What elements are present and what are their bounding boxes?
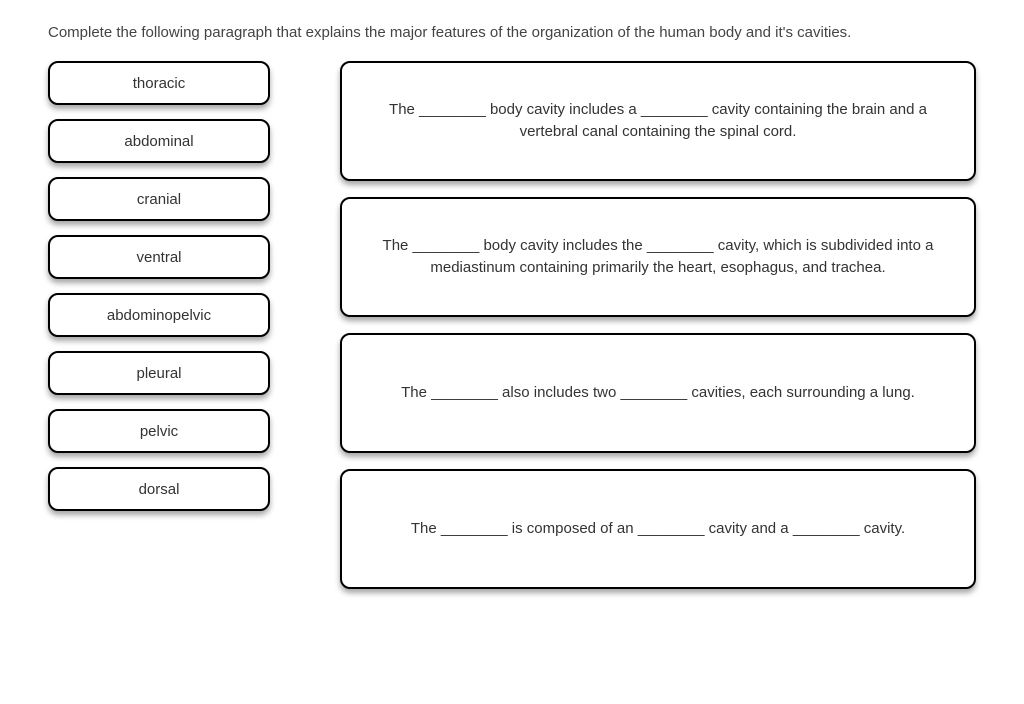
drop-text: The ________ body cavity includes the __… [366, 235, 950, 279]
instruction-text: Complete the following paragraph that ex… [48, 24, 976, 41]
drop-target-2[interactable]: The ________ body cavity includes the __… [340, 197, 976, 317]
drop-text: The ________ body cavity includes a ____… [366, 99, 950, 143]
terms-column: thoracic abdominal cranial ventral abdom… [48, 61, 270, 589]
drop-target-3[interactable]: The ________ also includes two ________ … [340, 333, 976, 453]
term-card-abdominopelvic[interactable]: abdominopelvic [48, 293, 270, 337]
drop-text: The ________ also includes two ________ … [401, 382, 915, 404]
term-card-abdominal[interactable]: abdominal [48, 119, 270, 163]
content-row: thoracic abdominal cranial ventral abdom… [48, 61, 976, 589]
term-card-pleural[interactable]: pleural [48, 351, 270, 395]
term-card-ventral[interactable]: ventral [48, 235, 270, 279]
drop-target-1[interactable]: The ________ body cavity includes a ____… [340, 61, 976, 181]
term-card-pelvic[interactable]: pelvic [48, 409, 270, 453]
drop-target-4[interactable]: The ________ is composed of an ________ … [340, 469, 976, 589]
drop-text: The ________ is composed of an ________ … [411, 518, 905, 540]
drops-column: The ________ body cavity includes a ____… [340, 61, 976, 589]
term-card-cranial[interactable]: cranial [48, 177, 270, 221]
term-card-thoracic[interactable]: thoracic [48, 61, 270, 105]
term-card-dorsal[interactable]: dorsal [48, 467, 270, 511]
